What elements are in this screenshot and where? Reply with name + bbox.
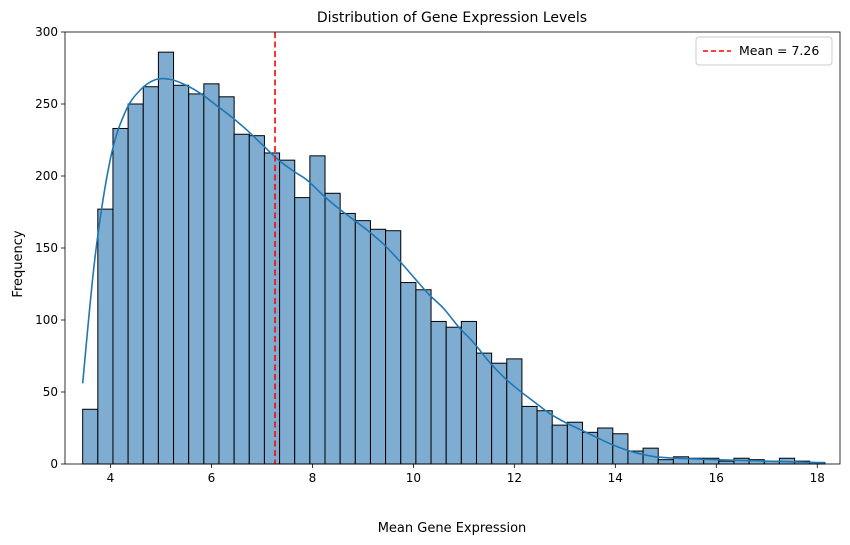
y-tick-label: 100	[35, 313, 58, 327]
kde-curve-group	[81, 77, 825, 464]
histogram-bar	[415, 289, 432, 465]
histogram-bar	[506, 358, 523, 465]
y-axis: 0 50 100 150 200 250 300	[35, 25, 65, 471]
x-tick-label: 6	[208, 471, 216, 485]
x-tick-label: 8	[309, 471, 317, 485]
y-tick-label: 50	[43, 385, 58, 399]
histogram-bar	[279, 159, 296, 465]
histogram-bar	[551, 424, 568, 465]
histogram-bar	[369, 228, 387, 465]
kde-curve	[81, 77, 825, 464]
histogram-bar	[248, 135, 265, 465]
histogram-bar	[188, 93, 205, 465]
y-tick-label: 200	[35, 169, 58, 183]
histogram-bar	[339, 212, 356, 465]
histogram-bar	[127, 103, 144, 465]
y-tick-label: 250	[35, 97, 58, 111]
histogram-bar	[400, 282, 417, 465]
histogram-bar	[430, 320, 447, 465]
histogram-bar	[97, 208, 114, 465]
legend-mean-label: Mean = 7.26	[739, 43, 819, 58]
legend-box	[695, 36, 833, 66]
x-axis-label: Mean Gene Expression	[378, 521, 527, 536]
y-axis-label: Frequency	[11, 230, 26, 297]
legend: Mean = 7.26	[695, 36, 833, 66]
histogram-bar	[385, 230, 402, 465]
x-tick-label: 4	[107, 471, 115, 485]
histogram-bar	[566, 421, 584, 465]
y-tick-label: 300	[35, 25, 58, 39]
histogram-bar	[354, 220, 371, 465]
chart-title: Distribution of Gene Expression Levels	[317, 10, 587, 26]
histogram-bar	[324, 192, 341, 465]
histogram-bar	[657, 459, 674, 465]
histogram-bar	[597, 427, 614, 465]
histogram-bars	[82, 51, 826, 465]
histogram-bar	[233, 133, 250, 465]
x-tick-label: 16	[709, 471, 724, 485]
x-axis: 4 6 8 10 12 14 16 18	[107, 464, 825, 485]
x-tick-label: 14	[608, 471, 623, 485]
x-tick-label: 10	[406, 471, 421, 485]
y-tick-label: 150	[35, 241, 58, 255]
histogram-bar	[82, 408, 99, 465]
histogram-bar	[536, 410, 553, 465]
histogram-bar	[309, 155, 326, 465]
histogram-bar	[475, 352, 493, 465]
histogram-bar	[294, 197, 311, 465]
x-tick-label: 18	[810, 471, 825, 485]
histogram-bar	[157, 51, 175, 465]
histogram-bar	[218, 96, 235, 465]
histogram-bar	[521, 405, 538, 465]
x-tick-label: 12	[507, 471, 522, 485]
histogram-bar	[263, 152, 281, 465]
histogram-bar	[112, 127, 129, 465]
histogram-bar	[142, 86, 159, 465]
histogram-bar	[718, 460, 735, 465]
y-tick-label: 0	[50, 457, 58, 471]
histogram-bar	[203, 83, 220, 465]
histogram-bar	[173, 84, 190, 465]
histogram-bar	[445, 326, 462, 465]
